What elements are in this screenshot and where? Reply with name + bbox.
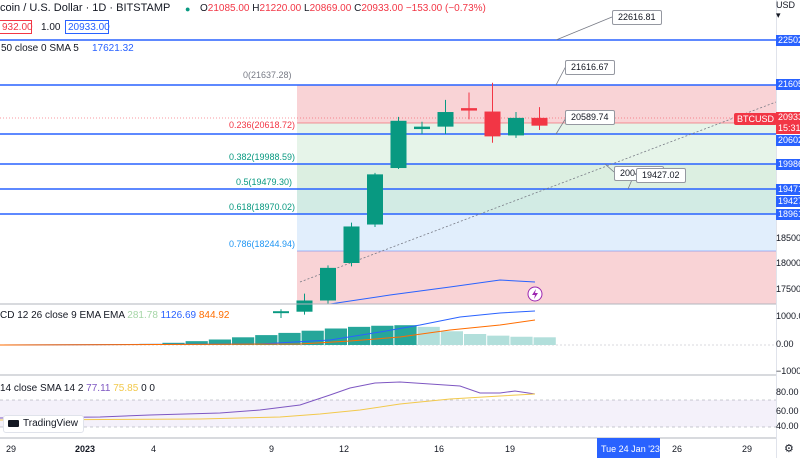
price-axis[interactable]	[776, 0, 800, 458]
fib-label-0236: 0.236(20618.72)	[229, 120, 296, 130]
candle-body[interactable]	[367, 174, 383, 225]
rsi-legend-label[interactable]: 14 close SMA 14 2 77.11 75.85 0 0	[0, 383, 155, 394]
y-tick-18500: 18500	[776, 233, 800, 243]
macd-bar	[255, 335, 278, 345]
tradingview-logo-icon	[8, 420, 19, 427]
macd-bar	[510, 336, 533, 345]
macd-bar	[371, 325, 394, 345]
candle-body[interactable]	[390, 120, 407, 169]
macd-bar	[394, 325, 417, 345]
y-tick-17500: 17500	[776, 284, 800, 294]
tradingview-logo[interactable]: TradingView	[3, 415, 85, 433]
callout-connector-20042	[604, 163, 615, 173]
trend-line[interactable]	[299, 101, 776, 283]
macd-bar	[208, 339, 231, 345]
macd-histogram	[92, 325, 556, 345]
sma-line[interactable]	[329, 279, 536, 305]
macd-bar	[440, 331, 463, 345]
x-label-29b: 29	[742, 444, 753, 454]
candle-body[interactable]	[273, 311, 289, 314]
macd-axis-minus1000: −1000.00	[776, 366, 800, 376]
x-label-26: 26	[672, 444, 683, 454]
axis-tag-20602: 20602	[776, 135, 800, 146]
fib-zone-0236-0382	[297, 123, 776, 164]
axis-tag-21605: 21605	[776, 79, 800, 90]
y-tick-18000: 18000	[776, 258, 800, 268]
candle-body[interactable]	[508, 117, 524, 136]
candle-body[interactable]	[414, 126, 430, 130]
sma-legend-label[interactable]: 50 close 0 SMA 5	[1, 43, 79, 54]
axis-tag-19427: 19427	[776, 196, 800, 207]
x-label-cursor-date: Tue 24 Jan '23	[601, 444, 660, 454]
callout-connector-22616	[555, 16, 613, 41]
fib-label-0: 0(21637.28)	[243, 70, 292, 80]
x-label-19: 19	[505, 444, 516, 454]
axis-tag-current-price: 20933	[776, 112, 800, 123]
candle-body[interactable]	[437, 112, 454, 127]
candle-body[interactable]	[461, 108, 477, 111]
macd-bar	[348, 326, 371, 345]
rsi-axis-80: 80.00	[776, 387, 799, 397]
sell-button[interactable]: 932.00	[0, 20, 33, 34]
rsi-axis-40: 40.00	[776, 421, 799, 431]
settings-gear-icon[interactable]: ⚙	[784, 443, 794, 455]
lightning-glyph	[532, 289, 538, 299]
ohlc-values: O21085.00 H21220.00 L20869.00 C20933.00 …	[200, 3, 486, 14]
axis-tag-countdown: 15:31	[776, 123, 800, 134]
candle-body[interactable]	[484, 111, 501, 137]
x-label-16: 16	[434, 444, 445, 454]
x-label-9: 9	[269, 444, 275, 454]
x-label-29: 29	[6, 444, 17, 454]
time-cursor-bg	[597, 438, 660, 458]
rsi-band	[0, 400, 776, 427]
macd-legend-label[interactable]: CD 12 26 close 9 EMA EMA 281.78 1126.69 …	[0, 310, 230, 321]
candle-body[interactable]	[296, 300, 313, 312]
macd-bar	[417, 326, 440, 345]
candle-body[interactable]	[320, 267, 336, 301]
fib-label-0618: 0.618(18970.02)	[229, 202, 296, 212]
macd-signal-line	[0, 319, 536, 346]
macd-line	[0, 310, 536, 346]
callout-connector-20589	[555, 117, 567, 135]
fib-label-0382: 0.382(19988.59)	[229, 152, 296, 162]
x-label-12: 12	[339, 444, 350, 454]
rsi-sma-line	[0, 393, 536, 421]
macd-bar	[324, 328, 347, 345]
macd-axis-0: 0.00	[776, 339, 794, 349]
spread-value: 1.00	[41, 22, 61, 33]
macd-bar	[232, 337, 255, 345]
rsi-axis-60: 60.00	[776, 406, 799, 416]
macd-bar	[185, 341, 208, 345]
callout-21616[interactable]: 21616.67	[565, 60, 615, 75]
symbol-title[interactable]: coin / U.S. Dollar · 1D · BITSTAMP	[0, 2, 171, 14]
sma-legend-value: 17621.32	[92, 43, 134, 54]
macd-bar	[533, 337, 556, 345]
callout-22616[interactable]: 22616.81	[612, 10, 662, 25]
price-chart[interactable]	[0, 0, 776, 458]
x-label-4: 4	[151, 444, 157, 454]
candle-group[interactable]	[273, 82, 548, 319]
macd-axis-1000: 1000.00	[776, 311, 800, 321]
candle-body[interactable]	[343, 226, 360, 263]
buy-button[interactable]: 20933.00	[65, 20, 110, 34]
fib-label-0786: 0.786(18244.94)	[229, 239, 296, 249]
axis-tag-19986: 19986	[776, 159, 800, 170]
callout-connector-21616	[555, 65, 567, 86]
rsi-line	[0, 381, 536, 419]
callout-20589[interactable]: 20589.74	[565, 110, 615, 125]
macd-bar	[464, 334, 487, 345]
symbol-price-tag: BTCUSD	[734, 113, 778, 125]
live-dot-icon: ●	[185, 4, 191, 14]
fib-zone-0-0236	[297, 85, 776, 123]
macd-bar	[487, 335, 510, 345]
x-label-2023: 2023	[75, 444, 96, 454]
callout-19427[interactable]: 19427.02	[636, 168, 686, 183]
fib-label-05: 0.5(19479.30)	[236, 177, 293, 187]
currency-label[interactable]: USD ▾	[776, 0, 796, 20]
candle-body[interactable]	[531, 117, 548, 126]
